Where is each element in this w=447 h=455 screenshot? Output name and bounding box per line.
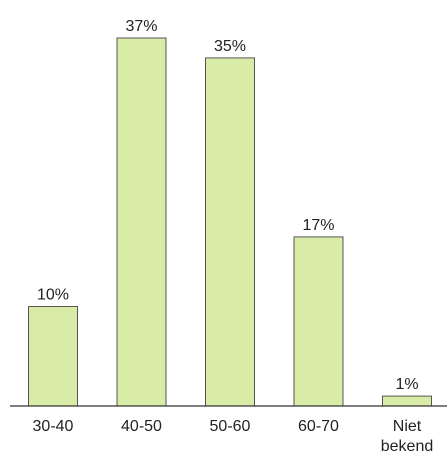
bar-3: [293, 236, 344, 407]
value-label-1: 37%: [125, 18, 157, 35]
x-tick-label-3: 60-70: [298, 418, 339, 435]
value-label-2: 35%: [214, 38, 246, 55]
x-tick-label-1: 40-50: [121, 418, 162, 435]
bar-0: [28, 306, 78, 407]
x-tick-label-4-line-1: bekend: [381, 438, 434, 455]
x-tick-label-2: 50-60: [210, 418, 251, 435]
value-label-0: 10%: [37, 287, 69, 304]
bar-2: [205, 57, 255, 407]
bars-group: [28, 37, 432, 407]
bar-1: [116, 37, 167, 407]
bar-4: [382, 395, 432, 407]
x-tick-labels-group: 30-40 40-50 50-60 60-70 Niet bekend: [33, 418, 434, 455]
x-tick-label-0: 30-40: [33, 418, 74, 435]
x-tick-label-4-line-0: Niet: [393, 418, 422, 435]
value-labels-group: 10% 37% 35% 17% 1%: [37, 18, 419, 393]
value-label-3: 17%: [302, 217, 334, 234]
value-label-4: 1%: [395, 376, 418, 393]
